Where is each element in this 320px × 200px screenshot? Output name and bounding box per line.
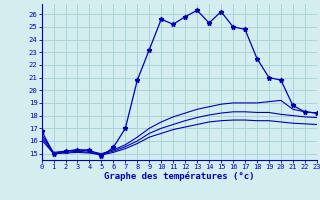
- X-axis label: Graphe des températures (°c): Graphe des températures (°c): [104, 172, 254, 181]
